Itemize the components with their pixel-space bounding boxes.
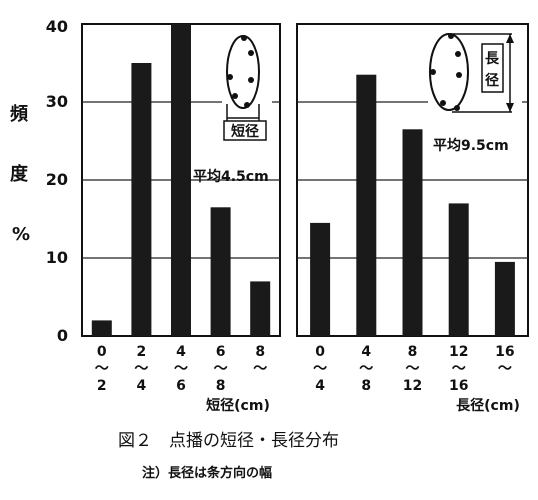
x-tick-label-line: 〜 xyxy=(253,361,267,377)
seed-dot xyxy=(244,102,250,108)
y-axis-label: 頻 度 % xyxy=(10,103,30,245)
inset-label: 短径 xyxy=(231,123,259,140)
x-tick-label-line: 〜 xyxy=(359,361,373,377)
x-tick-label-line: 8 xyxy=(408,344,418,360)
x-tick-label-line: 0 xyxy=(315,344,325,360)
figure-note: 注）長径は条方向の幅 xyxy=(142,465,272,481)
x-tick-label-line: 8 xyxy=(361,378,371,394)
x-tick-label-line: 12 xyxy=(449,344,468,360)
x-tick-label: 12 〜 16 xyxy=(449,344,468,394)
y-tick-label: 40 xyxy=(46,17,68,36)
short-diameter-inset: 短径 xyxy=(222,32,272,141)
y-tick-label: 30 xyxy=(46,92,68,111)
seed-dot xyxy=(232,93,238,99)
x-axis-label: 長径(cm) xyxy=(456,397,520,414)
seed-dot xyxy=(241,35,247,41)
x-tick-label-line: 8 xyxy=(216,378,226,394)
x-tick-label: 16 〜 xyxy=(495,344,514,377)
x-tick-label-line: 16 xyxy=(449,378,468,394)
y-tick-label: 0 xyxy=(57,326,68,345)
x-tick-label-line: 4 xyxy=(137,378,147,394)
seed-dot xyxy=(440,100,446,106)
x-tick-label-line: 〜 xyxy=(134,361,148,377)
x-tick-label: 4 〜 6 xyxy=(174,344,188,394)
mean-annotation: 平均9.5cm xyxy=(433,137,509,154)
arrow-head xyxy=(506,34,514,43)
bar xyxy=(448,203,469,336)
arrow-head xyxy=(506,103,514,112)
y-tick-labels: 40 30 20 10 0 xyxy=(46,17,68,345)
bar xyxy=(402,129,423,336)
x-tick-labels: 0 〜 22 〜 44 〜 66 〜 88 〜 xyxy=(95,344,267,394)
seed-dot xyxy=(456,72,462,78)
bar xyxy=(494,261,515,336)
long-diameter-inset: 長 径 xyxy=(428,30,522,116)
x-tick-label-line: 〜 xyxy=(214,361,228,377)
inset-label-box xyxy=(481,43,504,93)
x-tick-label-line: 〜 xyxy=(406,361,420,377)
y-label-char-1: 頻 xyxy=(10,103,28,125)
x-tick-label-line: 2 xyxy=(97,378,107,394)
x-tick-label-line: 4 xyxy=(315,378,325,394)
y-tick-label: 20 xyxy=(46,170,68,189)
x-tick-label: 0 〜 4 xyxy=(313,344,327,394)
x-tick-label: 0 〜 2 xyxy=(95,344,109,394)
bar xyxy=(310,222,331,336)
x-tick-label-line: 6 xyxy=(216,344,226,360)
x-tick-label-line: 6 xyxy=(176,378,186,394)
inset-bg xyxy=(222,32,272,130)
x-tick-label: 2 〜 4 xyxy=(134,344,148,394)
figure-caption: 図２ 点播の短径・長径分布 xyxy=(118,431,339,451)
x-axis-label: 短径(cm) xyxy=(206,397,270,414)
x-tick-label-line: 12 xyxy=(403,378,422,394)
bar xyxy=(356,74,377,336)
x-tick-label: 8 〜 12 xyxy=(403,344,422,394)
bar xyxy=(210,207,231,336)
long-diameter-chart xyxy=(296,23,529,337)
short-diameter-chart xyxy=(81,23,281,337)
y-label-char-3: % xyxy=(12,224,30,245)
x-tick-label-line: 〜 xyxy=(452,361,466,377)
x-tick-label-line: 2 xyxy=(137,344,147,360)
x-tick-label-line: 4 xyxy=(361,344,371,360)
x-tick-label-line: 16 xyxy=(495,344,514,360)
inset-label-char: 長 xyxy=(485,51,500,67)
seed-dot xyxy=(454,105,460,111)
x-tick-label-line: 〜 xyxy=(313,361,327,377)
x-tick-label: 4 〜 8 xyxy=(359,344,373,394)
x-tick-label-line: 4 xyxy=(176,344,186,360)
seed-dot xyxy=(248,77,254,83)
x-tick-label-line: 8 xyxy=(255,344,265,360)
seed-dot xyxy=(227,74,233,80)
x-tick-label: 6 〜 8 xyxy=(214,344,228,394)
mean-annotation: 平均4.5cm xyxy=(193,168,269,185)
seed-dot xyxy=(455,51,461,57)
bars xyxy=(91,24,271,336)
x-tick-label-line: 〜 xyxy=(95,361,109,377)
x-tick-label-line: 〜 xyxy=(498,361,512,377)
bar xyxy=(91,320,112,336)
x-tick-label-line: 0 xyxy=(97,344,107,360)
inset-label-box xyxy=(223,120,267,141)
x-tick-label-line: 〜 xyxy=(174,361,188,377)
y-tick-label: 10 xyxy=(46,248,68,267)
seed-dot xyxy=(430,69,436,75)
bar xyxy=(171,24,191,336)
bars xyxy=(310,74,515,336)
bar xyxy=(250,281,271,336)
y-label-char-2: 度 xyxy=(10,163,29,185)
bar xyxy=(131,63,152,336)
inset-label-char: 径 xyxy=(485,72,499,89)
x-tick-label: 8 〜 xyxy=(253,344,267,377)
seed-dot xyxy=(248,50,254,56)
